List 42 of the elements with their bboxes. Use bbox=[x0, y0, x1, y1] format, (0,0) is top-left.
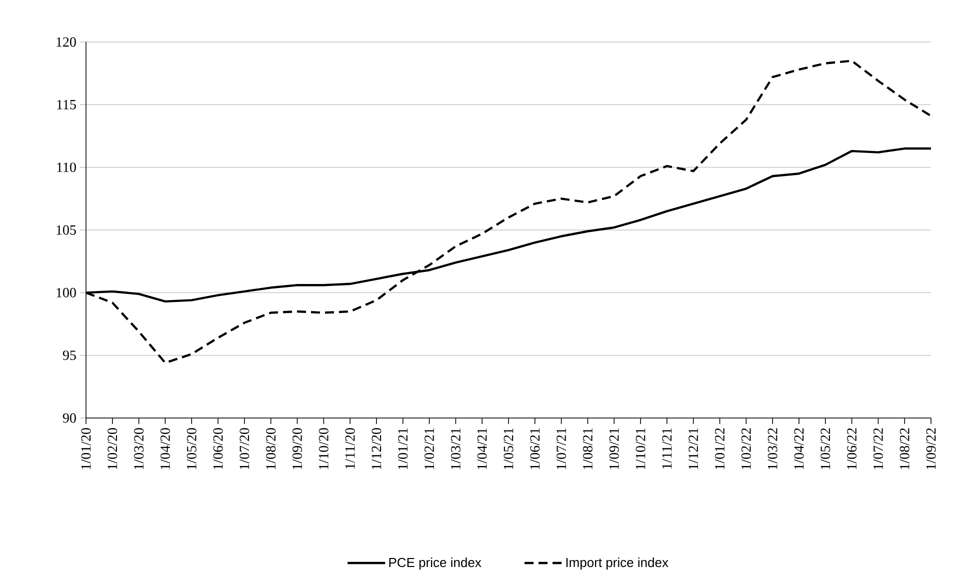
y-tick-label: 100 bbox=[56, 288, 76, 298]
x-tick-label: 1/02/22 bbox=[741, 428, 751, 470]
x-tick-label: 1/10/21 bbox=[636, 428, 646, 470]
y-tick-label: 90 bbox=[62, 413, 76, 423]
x-tick-label: 1/08/20 bbox=[266, 428, 276, 470]
x-tick-label: 1/09/21 bbox=[609, 428, 619, 470]
x-tick-label: 1/06/20 bbox=[213, 428, 223, 470]
x-tick-label: 1/07/21 bbox=[556, 428, 566, 470]
x-tick-label: 1/07/22 bbox=[873, 428, 883, 470]
x-tick-label: 1/12/21 bbox=[688, 428, 698, 470]
x-tick-label: 1/07/20 bbox=[240, 428, 250, 470]
x-tick-label: 1/02/20 bbox=[108, 428, 118, 470]
x-tick-label: 1/11/20 bbox=[345, 428, 355, 469]
y-tick-label: 105 bbox=[56, 225, 76, 235]
x-tick-label: 1/05/20 bbox=[186, 428, 196, 470]
x-tick-label: 1/10/20 bbox=[318, 428, 328, 470]
y-tick-label: 110 bbox=[57, 162, 76, 172]
legend-label: Import price index bbox=[566, 558, 668, 570]
x-tick-label: 1/02/21 bbox=[424, 428, 434, 470]
x-tick-label: 1/09/20 bbox=[292, 428, 302, 470]
x-tick-label: 1/04/21 bbox=[477, 428, 487, 470]
x-tick-label: 1/05/21 bbox=[504, 428, 514, 470]
x-tick-label: 1/01/21 bbox=[398, 428, 408, 470]
x-tick-label: 1/03/20 bbox=[134, 428, 144, 470]
x-tick-label: 1/06/21 bbox=[530, 428, 540, 470]
x-tick-label: 1/08/22 bbox=[900, 428, 910, 470]
x-tick-label: 1/05/22 bbox=[820, 428, 830, 470]
y-tick-label: 95 bbox=[62, 350, 76, 360]
x-tick-label: 1/04/20 bbox=[160, 428, 170, 470]
x-tick-label: 1/06/22 bbox=[847, 428, 857, 470]
x-tick-label: 1/04/22 bbox=[794, 428, 804, 470]
y-tick-label: 115 bbox=[57, 100, 76, 110]
x-tick-label: 1/03/22 bbox=[768, 428, 778, 470]
x-tick-label: 1/01/22 bbox=[715, 428, 724, 470]
x-tick-label: 1/09/22 bbox=[926, 428, 936, 470]
x-tick-label: 1/11/21 bbox=[662, 428, 672, 469]
x-tick-label: 1/12/20 bbox=[372, 428, 382, 470]
y-tick-label: 120 bbox=[56, 37, 76, 47]
legend-label: PCE price index bbox=[389, 558, 482, 570]
x-tick-label: 1/03/21 bbox=[450, 428, 460, 470]
x-tick-label: 1/08/21 bbox=[583, 428, 592, 470]
x-tick-label: 1/01/20 bbox=[81, 428, 91, 470]
